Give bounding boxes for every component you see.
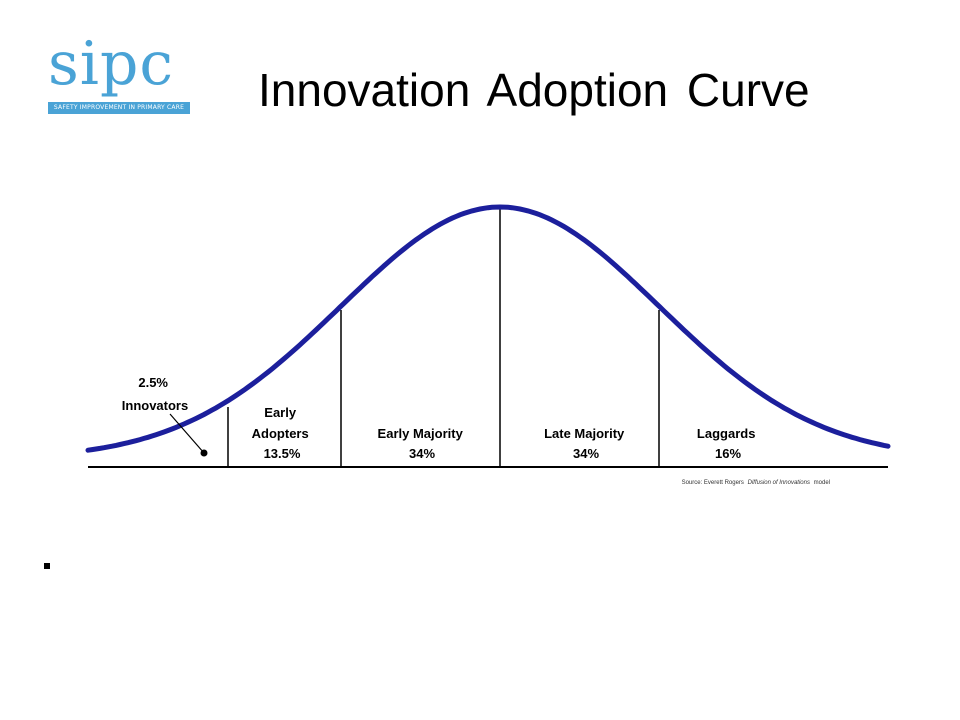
slide-title: Innovation Adoption Curve [258, 64, 810, 116]
logo-wordmark: sipc [48, 29, 174, 99]
label-innovators-line-1: 2.5% [138, 375, 168, 390]
innovators-pointer-dot [200, 449, 208, 457]
label-late-majority-line-2: 34% [573, 446, 599, 461]
label-early-adopters-line-2: Adopters [252, 426, 309, 441]
label-late-majority: Late Majority 34% [544, 426, 628, 461]
source-note: Source: Everett Rogers Diffusion of Inno… [682, 480, 830, 486]
label-innovators-line-2: Innovators [122, 398, 188, 413]
source-suffix: model [814, 480, 830, 486]
bell-curve [85, 204, 891, 453]
sipc-logo: sipc SAFETY IMPROVEMENT IN PRIMARY CARE [48, 34, 198, 134]
label-laggards: Laggards 16% [697, 426, 759, 461]
label-early-adopters: Early Adopters 13.5% [252, 405, 313, 461]
logo-tagline: SAFETY IMPROVEMENT IN PRIMARY CARE [48, 102, 190, 114]
bullet-point [44, 563, 50, 569]
source-prefix: Source: Everett Rogers [682, 480, 744, 486]
label-early-majority-line-1: Early Majority [378, 426, 464, 441]
label-late-majority-line-1: Late Majority [544, 426, 625, 441]
label-early-adopters-line-3: 13.5% [264, 446, 301, 461]
innovators-pointer-line [169, 413, 205, 454]
label-early-majority-line-2: 34% [409, 446, 435, 461]
label-laggards-line-2: 16% [715, 446, 741, 461]
label-laggards-line-1: Laggards [697, 426, 756, 441]
label-early-majority: Early Majority 34% [378, 426, 467, 461]
label-early-adopters-line-1: Early [264, 405, 297, 420]
label-innovators: 2.5% Innovators [122, 375, 188, 413]
source-title: Diffusion of Innovations [748, 480, 810, 486]
